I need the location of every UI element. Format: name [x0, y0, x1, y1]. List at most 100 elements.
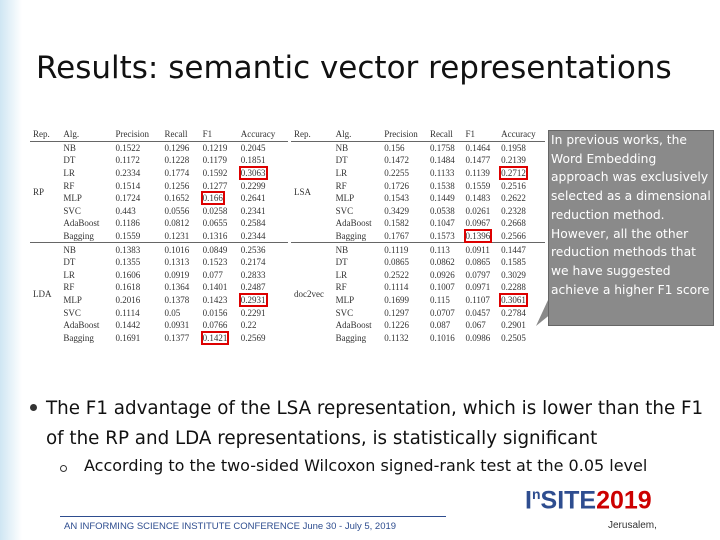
value-cell: 0.1172 — [112, 154, 161, 167]
cell-text: 0.1396 — [463, 229, 493, 244]
cell-text: 0.1364 — [164, 282, 190, 293]
value-cell: 0.0797 — [463, 269, 499, 282]
alg-cell: AdaBoost — [333, 319, 382, 332]
cell-text: 0.1851 — [240, 155, 266, 166]
value-cell: 0.1618 — [112, 281, 161, 294]
cell-text: 0.1483 — [465, 193, 491, 204]
table-row: AdaBoost 0.1186 0.0812 0.0655 0.2584 — [30, 217, 288, 230]
cell-text: 0.2139 — [501, 155, 526, 166]
value-cell: 0.1219 — [199, 140, 238, 155]
logo-text: SITE — [540, 486, 597, 515]
cell-text: 0.1724 — [115, 193, 141, 204]
table-row: Bagging 0.1559 0.1231 0.1316 0.2344 — [30, 230, 288, 243]
cell-text: LR — [335, 168, 348, 179]
bullet: The F1 advantage of the LSA representati… — [46, 398, 704, 449]
column-header: Rep. — [291, 128, 333, 142]
value-cell: 0.1691 — [112, 332, 161, 345]
cell-text: 0.2584 — [240, 218, 266, 229]
value-cell: 0.0538 — [427, 205, 463, 218]
cell-text: 0.1447 — [501, 244, 526, 255]
cell-text: AdaBoost — [63, 320, 100, 331]
value-cell: 0.1231 — [161, 230, 199, 243]
cell-text: 0.0911 — [465, 244, 490, 255]
value-cell: 0.1472 — [381, 154, 427, 167]
value-cell: 0.1484 — [427, 154, 463, 167]
cell-text: 0.1767 — [384, 231, 409, 242]
cell-text: 0.0849 — [202, 244, 228, 255]
table-row: DT 0.1472 0.1484 0.1477 0.2139 — [291, 154, 545, 167]
header-row: Rep. Alg. Precision Recall F1 Accuracy — [291, 128, 545, 142]
value-cell: 0.1114 — [381, 281, 427, 294]
value-cell: 0.1421 — [200, 330, 238, 345]
cell-text: 0.1133 — [429, 168, 455, 179]
value-cell: 0.0865 — [381, 256, 427, 269]
results-table: Rep. Alg. Precision Recall F1 Accuracy RP NB 0.1… — [30, 128, 288, 345]
alg-cell: SVC — [60, 205, 112, 218]
value-cell: 0.1522 — [112, 140, 162, 155]
value-cell: 0.0919 — [161, 269, 199, 282]
value-cell: 0.0156 — [200, 306, 238, 319]
cell-text: Bagging — [63, 231, 94, 242]
value-cell: 0.1226 — [381, 319, 427, 332]
cell-text: 0.1573 — [429, 231, 455, 242]
cell-text: DT — [335, 155, 348, 166]
alg-cell: AdaBoost — [60, 319, 112, 332]
value-cell: 0.1543 — [381, 192, 427, 205]
cell-text: 0.1543 — [384, 193, 409, 204]
table-row: SVC 0.3429 0.0538 0.0261 0.2328 — [291, 205, 545, 218]
alg-cell: LR — [60, 269, 112, 282]
rep-cell: RP — [30, 140, 61, 243]
value-cell: 0.1297 — [381, 306, 427, 319]
cell-text: 0.1423 — [202, 295, 228, 306]
column-header: F1 — [462, 128, 499, 142]
cell-text: 0.1047 — [429, 218, 455, 229]
value-cell: 0.0556 — [161, 205, 199, 218]
value-cell: 0.1179 — [200, 154, 238, 167]
cell-text: AdaBoost — [63, 218, 100, 229]
value-cell: 0.2291 — [238, 306, 288, 319]
cell-text: 0.2622 — [501, 193, 526, 204]
cell-text: 0.1256 — [164, 180, 190, 191]
cell-text: 0.1606 — [115, 269, 141, 280]
cell-text: 0.2505 — [501, 332, 526, 343]
value-cell: 0.1851 — [238, 154, 288, 167]
value-cell: 0.2641 — [238, 192, 288, 205]
value-cell: 0.1313 — [161, 256, 199, 269]
table-row: doc2vec NB 0.1119 0.113 0.0911 0.1447 — [291, 242, 545, 345]
table-row: RF 0.1514 0.1256 0.1277 0.2299 — [30, 179, 288, 192]
cell-text: Bagging — [63, 332, 94, 343]
value-cell: 0.1573 — [427, 230, 463, 243]
cell-text: 0.2299 — [240, 180, 266, 191]
value-cell: 0.1396 — [463, 229, 499, 244]
cell-text: 0.2291 — [240, 307, 266, 318]
cell-text: 0.0258 — [202, 205, 228, 216]
cell-text: 0.1401 — [202, 282, 228, 293]
cell-text: NB — [335, 244, 349, 255]
table-row: MLP 0.1543 0.1449 0.1483 0.2622 — [291, 192, 545, 205]
cell-text: NB — [335, 142, 349, 153]
table-row: Bagging 0.1691 0.1377 0.1421 0.2569 — [30, 330, 288, 345]
column-header: Precision — [112, 128, 162, 142]
column-header: Recall — [426, 128, 463, 142]
alg-cell: MLP — [60, 192, 112, 205]
value-cell: 0.0931 — [161, 319, 199, 332]
value-cell: 0.1447 — [498, 242, 545, 256]
callout-text: In previous works, the Word Embedding ap… — [551, 133, 711, 222]
alg-cell: SVC — [333, 306, 382, 319]
cell-text: 0.3061 — [499, 293, 528, 308]
value-cell: 0.1016 — [427, 332, 463, 345]
cell-text: 0.0971 — [465, 282, 491, 293]
table-row: AdaBoost 0.1442 0.0931 0.0766 0.22 — [30, 319, 288, 332]
value-cell: 0.166 — [200, 191, 238, 206]
alg-cell: DT — [60, 256, 112, 269]
value-cell: 0.2901 — [498, 319, 545, 332]
value-cell: 0.1958 — [498, 140, 545, 155]
cell-text: 0.1139 — [465, 168, 490, 179]
value-cell: 0.0258 — [200, 205, 238, 218]
table-row: AdaBoost 0.1582 0.1047 0.0967 0.2668 — [291, 217, 545, 230]
cell-text: 0.1442 — [115, 320, 141, 331]
alg-cell: MLP — [333, 294, 382, 307]
cell-text: 0.1219 — [202, 142, 228, 153]
value-cell: 0.1442 — [112, 319, 161, 332]
cell-text: 0.0926 — [429, 269, 455, 280]
